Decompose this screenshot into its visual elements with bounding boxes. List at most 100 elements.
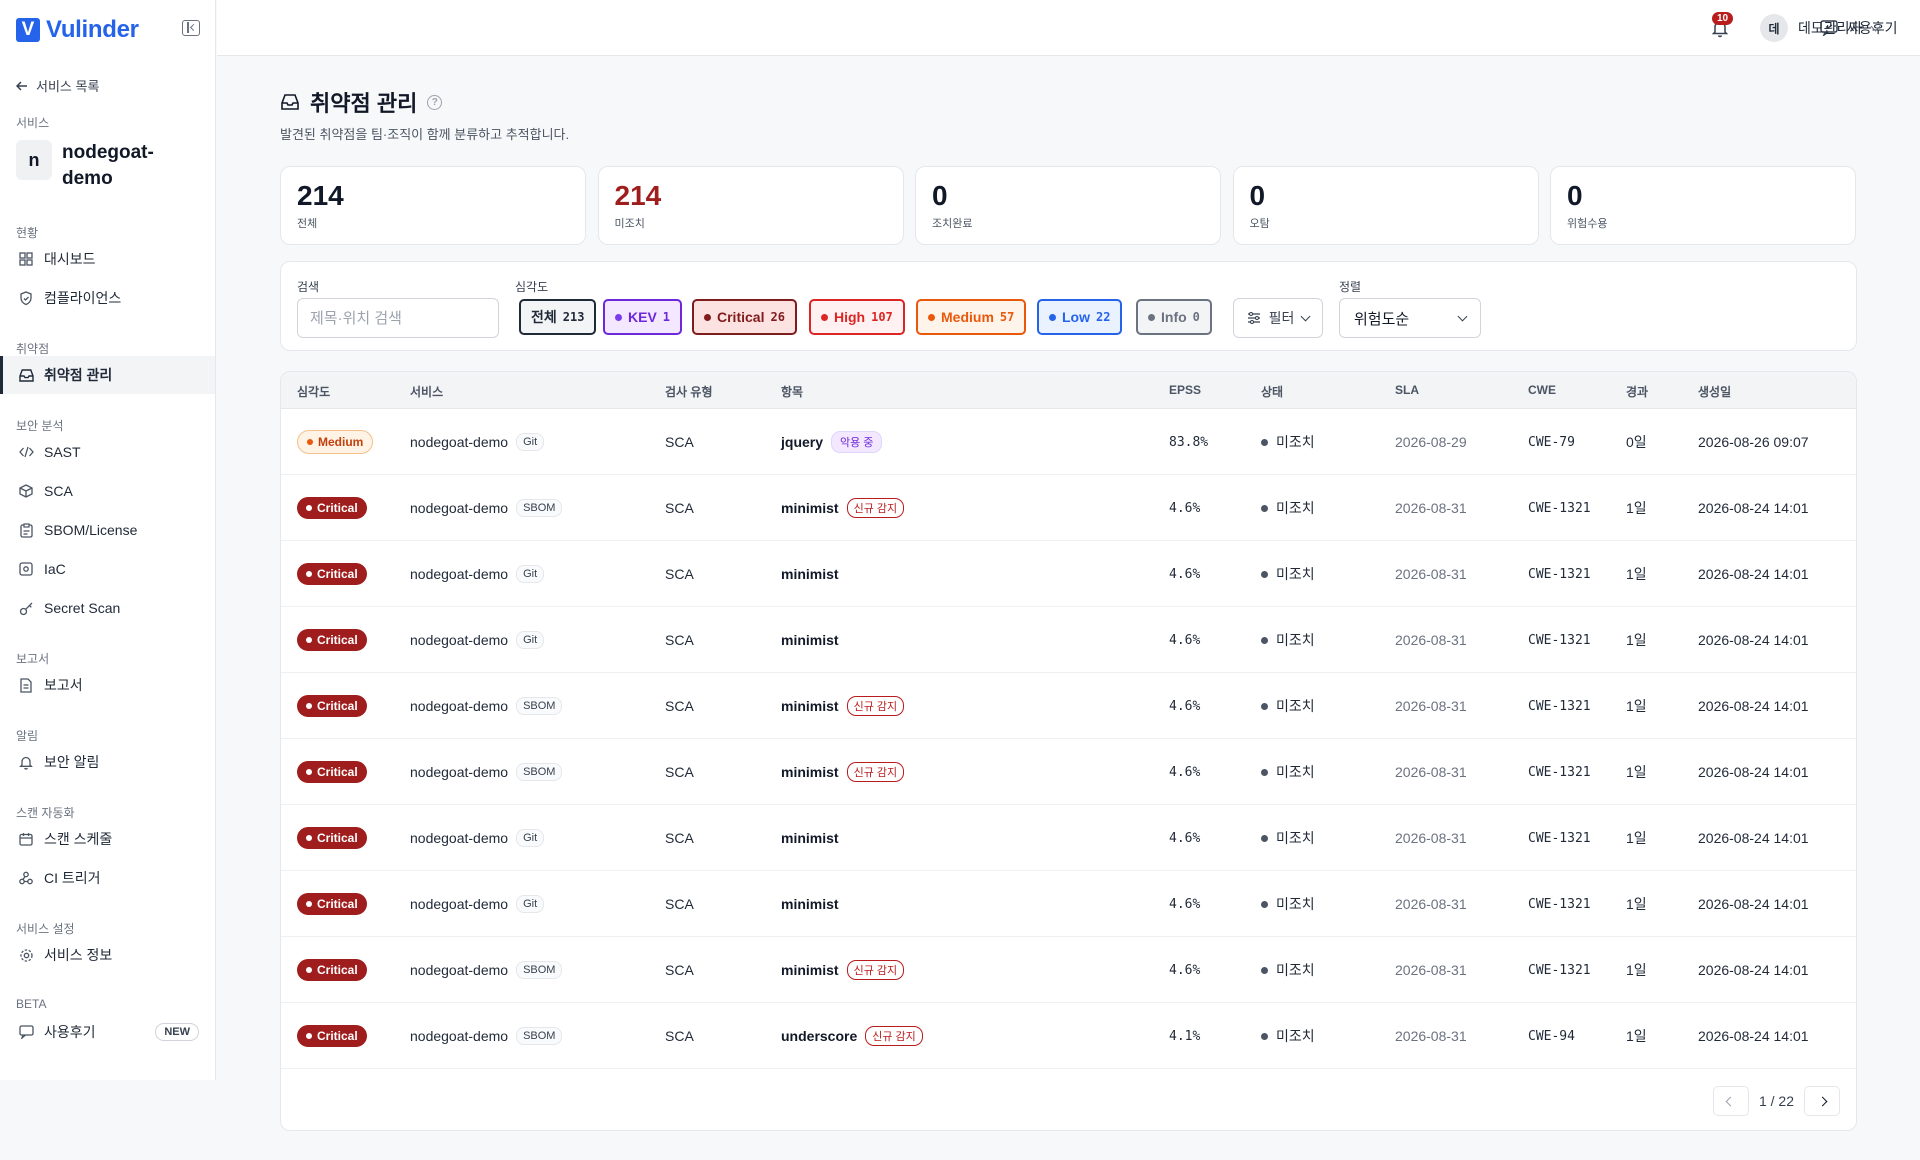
table-row[interactable]: Critical nodegoat-demo Git SCA minimist 4.6% 미… <box>281 805 1856 871</box>
chevron-down-icon <box>1300 311 1311 321</box>
column-header[interactable]: 생성일 <box>1698 385 1732 399</box>
sidebar-item-secret-scan[interactable]: Secret Scan <box>0 589 215 627</box>
column-header[interactable]: EPSS <box>1169 383 1202 397</box>
column-header[interactable]: 상태 <box>1261 385 1284 399</box>
page-title-text: 취약점 관리 <box>310 91 418 116</box>
table-row[interactable]: Critical nodegoat-demo SBOM SCA minimist 신규 감… <box>281 673 1856 739</box>
sort-select[interactable]: 위험도순 <box>1339 298 1481 338</box>
column-header[interactable]: 검사 유형 <box>665 385 713 399</box>
back-to-services-link[interactable]: 서비스 목록 <box>16 76 99 95</box>
elapsed-days: 1일 <box>1626 830 1647 846</box>
column-header[interactable]: 서비스 <box>410 385 444 399</box>
nav-section-label: 보고서 <box>16 652 50 666</box>
table-row[interactable]: Critical nodegoat-demo Git SCA minimist 4.6% 미… <box>281 607 1856 673</box>
elapsed-days: 1일 <box>1626 962 1647 978</box>
stat-card[interactable]: 0 위험수용 <box>1550 166 1856 245</box>
source-tag: SBOM <box>516 499 563 517</box>
stat-card[interactable]: 214 전체 <box>280 166 586 245</box>
severity-cell: Critical <box>297 607 367 673</box>
severity-chip-low[interactable]: Low 22 <box>1037 299 1123 335</box>
stat-value: 0 <box>1249 180 1266 211</box>
created-cell: 2026-08-24 14:01 <box>1698 475 1809 541</box>
topbar: 사용후기 <box>217 0 1920 56</box>
sidebar-item-보고서[interactable]: 보고서 <box>0 666 215 704</box>
status-cell: 미조치 <box>1261 937 1315 1003</box>
sort-label: 정렬 <box>1339 280 1362 294</box>
column-header[interactable]: SLA <box>1395 383 1419 397</box>
app-logo[interactable]: V Vulinder <box>16 16 139 44</box>
sidebar-item-스캔-스케줄[interactable]: 스캔 스케줄 <box>0 820 215 858</box>
severity-dot-icon <box>306 637 312 643</box>
chip-label: KEV <box>628 309 657 325</box>
next-page-button[interactable] <box>1804 1086 1840 1116</box>
column-header[interactable]: CWE <box>1528 383 1556 397</box>
service-cell: nodegoat-demo Git <box>410 541 545 607</box>
sidebar-item-컴플라이언스[interactable]: 컴플라이언스 <box>0 279 215 317</box>
scan-type: SCA <box>665 566 694 582</box>
table-row[interactable]: Medium nodegoat-demo Git SCA jquery 악용 중 83.8%… <box>281 409 1856 475</box>
chevron-right-icon <box>1817 1096 1827 1106</box>
item-name: minimist <box>781 764 839 780</box>
stat-card[interactable]: 214 미조치 <box>597 166 904 245</box>
inbox-icon <box>281 94 299 110</box>
column-header[interactable]: 심각도 <box>297 385 331 399</box>
stat-card[interactable]: 0 조치완료 <box>915 166 1221 245</box>
elapsed-cell: 0일 <box>1626 409 1647 475</box>
feedback-link[interactable]: 사용후기 <box>1820 18 1898 38</box>
status-label: 미조치 <box>1276 830 1315 846</box>
stat-label: 미조치 <box>614 218 645 230</box>
column-header[interactable]: 경과 <box>1626 385 1649 399</box>
created-cell: 2026-08-26 09:07 <box>1698 409 1809 475</box>
severity-chip-critical[interactable]: Critical 26 <box>692 299 797 335</box>
column-header[interactable]: 항목 <box>781 385 804 399</box>
severity-chip-전체[interactable]: 전체 213 <box>519 299 597 335</box>
sidebar-item-서비스-정보[interactable]: 서비스 정보 <box>0 936 215 974</box>
table-row[interactable]: Critical nodegoat-demo Git SCA minimist 4.6% 미… <box>281 541 1856 607</box>
table-row[interactable]: Critical nodegoat-demo SBOM SCA minimist 신규 감… <box>281 475 1856 541</box>
sidebar-item-label: Secret Scan <box>44 600 121 616</box>
epss-value: 4.6% <box>1169 632 1201 648</box>
page-indicator: 1 / 22 <box>1758 1093 1794 1109</box>
item-cell: minimist <box>781 871 839 937</box>
sidebar-item-sast[interactable]: SAST <box>0 433 215 471</box>
severity-chip-kev[interactable]: KEV 1 <box>603 299 683 335</box>
sidebar-item-보안-알림[interactable]: 보안 알림 <box>0 743 215 781</box>
item-tag: 신규 감지 <box>846 498 905 518</box>
scan-type-cell: SCA <box>665 805 694 871</box>
sidebar-item-사용후기[interactable]: 사용후기 NEW <box>0 1013 215 1051</box>
sidebar-item-취약점-관리[interactable]: 취약점 관리 <box>0 356 215 394</box>
item-cell: minimist <box>781 607 839 673</box>
severity-chip-info[interactable]: Info 0 <box>1136 299 1212 335</box>
severity-label: Critical <box>317 897 358 911</box>
sidebar-item-대시보드[interactable]: 대시보드 <box>0 240 215 278</box>
sidebar: V Vulinder 서비스 목록 서비스 n nodegoat-demo 현황… <box>0 0 216 1080</box>
table-row[interactable]: Critical nodegoat-demo SBOM SCA underscore 신규… <box>281 1003 1856 1069</box>
elapsed-days: 1일 <box>1626 764 1647 780</box>
scan-type: SCA <box>665 962 694 978</box>
search-input[interactable] <box>297 298 499 338</box>
sla-cell: 2026-08-31 <box>1395 805 1467 871</box>
prev-page-button[interactable] <box>1712 1086 1749 1116</box>
user-menu[interactable]: 데 데모관리자 <box>1760 14 1881 42</box>
sidebar-item-ci-트리거[interactable]: CI 트리거 <box>0 859 215 897</box>
table-row[interactable]: Critical nodegoat-demo SBOM SCA minimist 신규 감… <box>281 937 1856 1003</box>
sidebar-collapse-icon[interactable] <box>182 20 200 36</box>
sidebar-item-sca[interactable]: SCA <box>0 472 215 510</box>
table-row[interactable]: Critical nodegoat-demo Git SCA minimist 4.6% 미… <box>281 871 1856 937</box>
sidebar-item-iac[interactable]: IaC <box>0 550 215 588</box>
stat-card[interactable]: 0 오탐 <box>1232 166 1539 245</box>
source-tag: Git <box>516 631 545 649</box>
help-icon[interactable]: ? <box>427 94 443 110</box>
source-tag: Git <box>516 829 545 847</box>
created-date: 2026-08-24 14:01 <box>1698 830 1809 846</box>
table-row[interactable]: Critical nodegoat-demo SBOM SCA minimist 신규 감… <box>281 739 1856 805</box>
sidebar-item-sbom-license[interactable]: SBOM/License <box>0 511 215 549</box>
elapsed-days: 1일 <box>1626 566 1647 582</box>
severity-dot-icon <box>704 313 711 321</box>
elapsed-cell: 1일 <box>1626 805 1647 871</box>
severity-chip-medium[interactable]: Medium 57 <box>916 299 1027 335</box>
severity-chip-high[interactable]: High 107 <box>809 299 905 335</box>
cwe-cell: CWE-79 <box>1528 409 1575 475</box>
filter-button[interactable]: 필터 <box>1233 298 1323 338</box>
cwe-cell: CWE-1321 <box>1528 673 1591 739</box>
